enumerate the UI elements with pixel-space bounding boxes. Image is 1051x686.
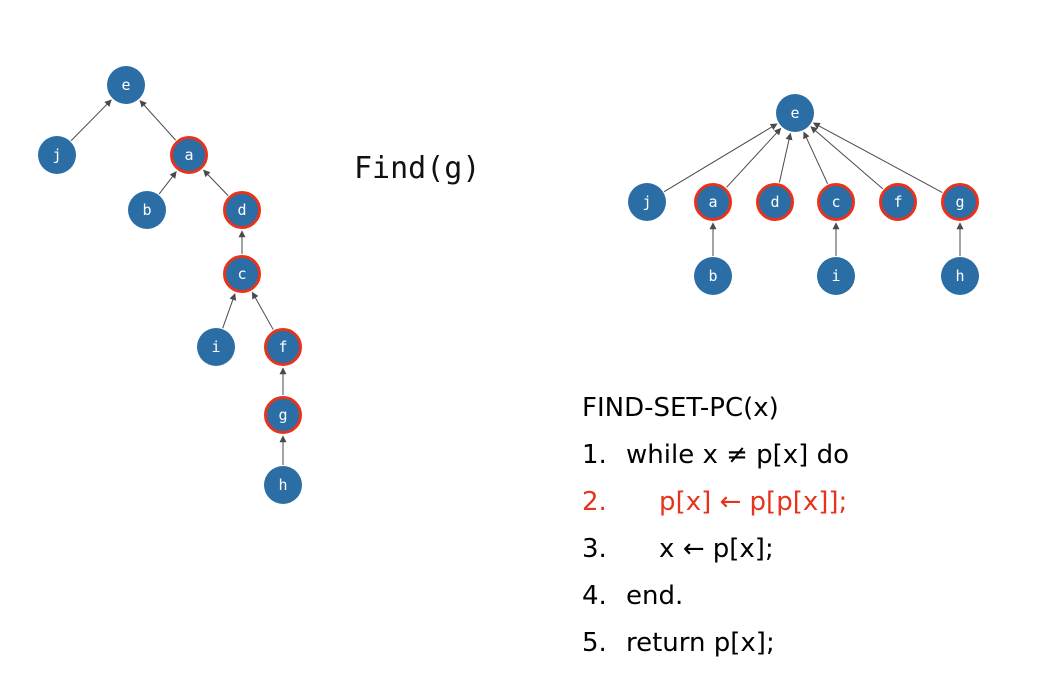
node-label: i bbox=[831, 267, 840, 285]
node-g: g bbox=[264, 396, 302, 434]
node-b: b bbox=[128, 191, 166, 229]
line-text: return p[x]; bbox=[626, 628, 775, 658]
node-circle bbox=[170, 136, 208, 174]
node-label: b bbox=[142, 201, 151, 219]
node-label: e bbox=[790, 104, 799, 122]
node-circle bbox=[264, 466, 302, 504]
node-circle bbox=[38, 136, 76, 174]
node-circle bbox=[128, 191, 166, 229]
node-c: c bbox=[223, 255, 261, 293]
pseudocode-line-2: 2. p[x] ← p[p[x]]; bbox=[582, 479, 849, 526]
node-a: a bbox=[694, 183, 732, 221]
node-circle bbox=[197, 328, 235, 366]
pseudocode-line-5: 5. return p[x]; bbox=[582, 620, 849, 667]
node-label: a bbox=[184, 146, 193, 164]
node-label: b bbox=[708, 267, 717, 285]
edge-g-to-e bbox=[812, 122, 943, 193]
node-label: g bbox=[278, 406, 287, 424]
node-j: j bbox=[38, 136, 76, 174]
line-number: 5. bbox=[582, 628, 607, 658]
node-label: i bbox=[211, 338, 220, 356]
node-d: d bbox=[223, 191, 261, 229]
node-circle bbox=[223, 255, 261, 293]
line-text: while x ≠ p[x] do bbox=[626, 440, 850, 470]
node-label: a bbox=[708, 193, 717, 211]
edge-a-to-e bbox=[139, 100, 176, 141]
node-f: f bbox=[879, 183, 917, 221]
edge-c-to-e bbox=[803, 131, 829, 185]
left-tree: e j a b d c i f g h bbox=[38, 66, 302, 504]
edge-f-to-e bbox=[810, 126, 884, 190]
node-label: f bbox=[893, 193, 902, 211]
node-label: j bbox=[52, 146, 61, 164]
node-circle bbox=[264, 328, 302, 366]
line-text: p[x] ← p[p[x]]; bbox=[626, 487, 848, 517]
node-a: a bbox=[170, 136, 208, 174]
node-circle bbox=[776, 94, 814, 132]
node-circle bbox=[941, 183, 979, 221]
node-label: h bbox=[278, 476, 287, 494]
node-g: g bbox=[941, 183, 979, 221]
line-number: 3. bbox=[582, 534, 607, 564]
pseudocode-line-1: 1. while x ≠ p[x] do bbox=[582, 432, 849, 479]
pseudocode-block: FIND-SET-PC(x) 1. while x ≠ p[x] do 2. p[… bbox=[582, 385, 849, 667]
node-label: d bbox=[770, 193, 779, 211]
node-circle bbox=[817, 257, 855, 295]
node-e: e bbox=[107, 66, 145, 104]
node-label: e bbox=[121, 76, 130, 94]
node-label: c bbox=[831, 193, 840, 211]
pseudocode-header: FIND-SET-PC(x) bbox=[582, 393, 779, 423]
node-circle bbox=[941, 257, 979, 295]
line-number: 1. bbox=[582, 440, 607, 470]
edge-i-to-c bbox=[222, 293, 237, 329]
node-h: h bbox=[941, 257, 979, 295]
node-label: c bbox=[237, 265, 246, 283]
node-label: g bbox=[955, 193, 964, 211]
node-j: j bbox=[628, 183, 666, 221]
line-number: 4. bbox=[582, 581, 607, 611]
right-tree: e j a d c f g b i h bbox=[628, 94, 979, 295]
node-circle bbox=[817, 183, 855, 221]
pseudocode-line-4: 4. end. bbox=[582, 573, 849, 620]
node-label: h bbox=[955, 267, 964, 285]
node-circle bbox=[694, 257, 732, 295]
node-circle bbox=[879, 183, 917, 221]
node-h: h bbox=[264, 466, 302, 504]
node-e: e bbox=[776, 94, 814, 132]
node-label: f bbox=[278, 338, 287, 356]
line-number: 2. bbox=[582, 487, 607, 517]
node-f: f bbox=[264, 328, 302, 366]
node-circle bbox=[694, 183, 732, 221]
node-c: c bbox=[817, 183, 855, 221]
edge-d-to-a bbox=[203, 169, 229, 196]
node-circle bbox=[223, 191, 261, 229]
line-text: end. bbox=[626, 581, 684, 611]
edge-a-to-e bbox=[726, 127, 782, 188]
node-circle bbox=[264, 396, 302, 434]
node-d: d bbox=[756, 183, 794, 221]
edge-j-to-e bbox=[70, 99, 112, 142]
node-circle bbox=[107, 66, 145, 104]
edge-b-to-a bbox=[158, 171, 177, 195]
edge-f-to-c bbox=[251, 291, 274, 330]
pseudocode-line-3: 3. x ← p[x]; bbox=[582, 526, 849, 573]
line-text: x ← p[x]; bbox=[626, 534, 774, 564]
edge-j-to-e bbox=[663, 123, 778, 193]
node-b: b bbox=[694, 257, 732, 295]
node-i: i bbox=[197, 328, 235, 366]
node-i: i bbox=[817, 257, 855, 295]
node-label: j bbox=[642, 193, 651, 211]
edge-d-to-e bbox=[778, 132, 793, 183]
node-circle bbox=[628, 183, 666, 221]
node-circle bbox=[756, 183, 794, 221]
find-title: Find(g) bbox=[354, 151, 481, 186]
node-label: d bbox=[237, 201, 246, 219]
